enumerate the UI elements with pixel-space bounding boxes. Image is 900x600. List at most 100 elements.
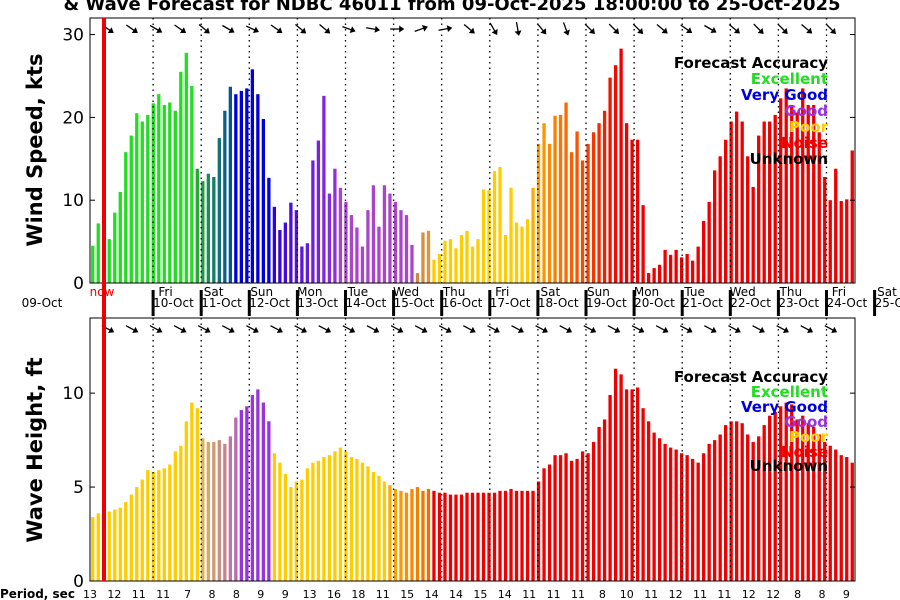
day-name-label: Sat [540,285,560,299]
wind-bar [272,206,277,283]
wind-bar [217,138,221,283]
direction-arrow [149,325,163,334]
wind-bar [366,210,370,284]
wave-bar [421,490,425,581]
wave-bar [278,462,282,581]
wind-bar [371,185,376,283]
wave-bar [498,490,502,581]
wave-bar [146,470,150,581]
wind-bar [311,160,315,283]
wind-bar [289,202,293,283]
day-separator [536,290,540,316]
period-value: 8 [794,588,801,600]
wind-bar [646,273,651,283]
period-value: 11 [717,588,731,600]
wave-bar [118,507,122,581]
direction-arrow [174,24,187,34]
wind-bar [294,210,299,284]
wave-bar [784,402,788,581]
day-name-label: Sat [877,285,897,299]
wave-bar [305,468,310,581]
wave-bar [223,443,227,581]
direction-arrow [608,23,620,34]
wave-bar [327,455,332,581]
wave-bar [371,472,376,581]
wave-bar [349,457,354,581]
wave-bar [476,492,480,581]
day-separator [584,290,588,316]
wind-bar [525,219,530,283]
date-label: 17-Oct [490,296,531,310]
wind-bar [547,143,552,284]
wave-bar [481,492,486,581]
direction-arrow [562,22,570,36]
direction-arrow [366,325,380,334]
wave-bar [812,426,816,581]
wave-bar [834,449,838,581]
direction-arrow [824,325,838,334]
wind-bar [635,139,640,283]
wind-bar [828,200,832,283]
wind-bar [162,104,166,283]
period-value: 12 [766,588,780,600]
wind-bar [146,114,150,283]
wave-bar [762,425,766,581]
wind-panel: 0 10 20 30 Wind Speed, kts Forecast Accurac… [23,17,856,294]
wave-bar [735,421,739,581]
direction-arrow [295,24,307,34]
wave-bar [542,468,546,581]
wind-bar [184,52,188,283]
day-separator [295,290,299,316]
direction-arrow [559,325,573,334]
day-separator [632,290,636,316]
wind-bar [630,139,634,283]
wind-bar [465,230,469,283]
wind-bar [344,201,348,283]
wind-bar [790,104,794,283]
wave-bar [338,447,343,581]
wave-bar [107,511,111,581]
wave-bar [256,389,260,581]
wind-bar [624,123,629,283]
date-label: 11-Oct [201,296,242,310]
wind-bar [179,71,183,283]
wave-bars [91,368,854,581]
wave-bar [162,468,166,581]
wave-bar [531,490,535,581]
period-value: 12 [107,588,121,600]
wind-bar [190,85,194,283]
period-value: 9 [843,588,850,600]
wind-bar [679,257,684,283]
period-label: Period, sec [0,587,75,600]
date-label: 19-Oct [586,296,627,310]
period-value: 11 [644,588,658,600]
wave-bar [300,479,304,581]
wind-bar [602,110,607,283]
wave-y-axis: 0 5 10 [62,384,855,592]
direction-arrow [294,325,307,334]
wind-bar [520,226,524,283]
wind-bar [349,215,354,283]
wave-bar [702,453,706,581]
wind-bar [404,215,409,283]
date-label: 13-Oct [297,296,338,310]
period-value: 15 [400,588,414,600]
wind-bar [762,121,766,284]
wind-bar [239,90,243,284]
wind-bar [839,201,843,283]
wind-bar [514,222,519,283]
day-name-label: Sat [204,285,224,299]
date-label: 18-Oct [538,296,579,310]
wind-bar [707,201,711,283]
period-value: 14 [498,588,512,600]
wave-bar [393,488,398,581]
wind-bar [333,168,337,283]
direction-arrow [655,325,669,334]
wind-bar [685,254,689,283]
wave-bar [713,440,717,581]
wind-bar [564,102,568,283]
period-value: 8 [209,588,216,600]
date-label: 10-Oct [153,296,194,310]
chart-title: & Wave Forecast for NDBC 46011 from 09-O… [63,0,840,15]
wave-bar [448,494,453,581]
